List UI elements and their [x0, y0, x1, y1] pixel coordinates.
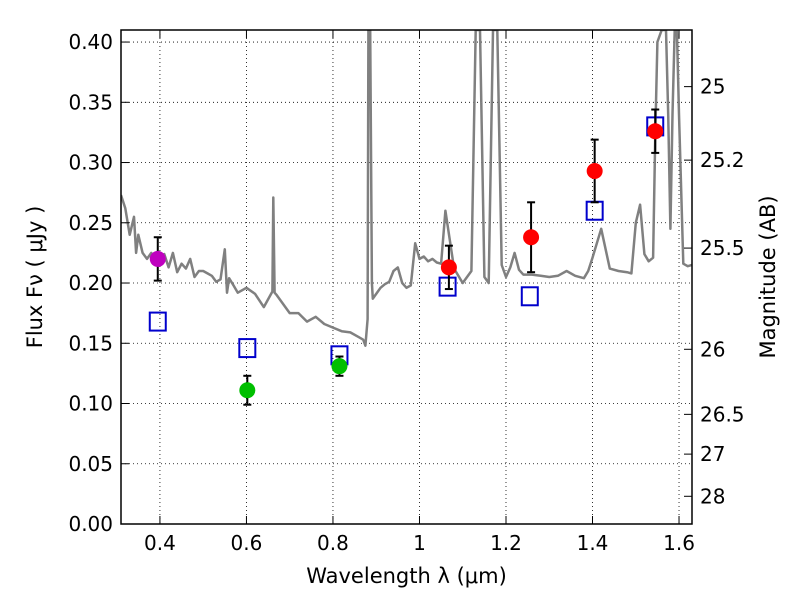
y-tick-label: 0.10	[68, 392, 113, 416]
model-spectrum-line	[121, 30, 692, 347]
observed-flux-point	[523, 229, 540, 246]
y-tick-label: 0.35	[68, 90, 113, 114]
x-tick-label: 1.2	[490, 531, 522, 555]
y-tick-label: 0.40	[68, 30, 113, 54]
right-y-axis-title: Magnitude (AB)	[756, 195, 780, 358]
y-tick-label: 0.05	[68, 452, 113, 476]
model-photometry-square	[148, 311, 167, 332]
observed-flux-point	[239, 382, 256, 399]
observed-flux-point	[647, 123, 664, 140]
y2-tick-label: 25.2	[700, 148, 745, 172]
x-tick-label: 0.6	[231, 531, 263, 555]
x-tick-label: 1	[413, 531, 426, 555]
observed-flux-point	[331, 358, 348, 375]
observed-flux-point	[586, 162, 603, 179]
y2-tick-label: 25.5	[700, 236, 745, 260]
x-axis-title: Wavelength λ (μm)	[306, 564, 507, 588]
y2-tick-label: 28	[700, 484, 725, 508]
x-tick-label: 1.6	[663, 531, 695, 555]
y-tick-label: 0.20	[68, 271, 113, 295]
y2-tick-label: 26.5	[700, 402, 745, 426]
x-tick-label: 1.4	[577, 531, 609, 555]
observed-flux-point	[149, 250, 166, 267]
model-photometry-square	[238, 338, 257, 359]
y-tick-label: 0.15	[68, 331, 113, 355]
y2-tick-label: 26	[700, 337, 725, 361]
y-axis-title: Flux Fν ( μJy )	[23, 206, 47, 349]
model-photometry-square	[520, 286, 539, 307]
y-tick-label: 0.25	[68, 211, 113, 235]
plot-area	[121, 30, 692, 406]
y-tick-label: 0.30	[68, 151, 113, 175]
model-photometry-square	[585, 200, 604, 221]
y-tick-label: 0.00	[68, 512, 113, 536]
model-photometry-square	[438, 276, 457, 297]
y2-tick-label: 25	[700, 75, 725, 99]
y2-tick-label: 27	[700, 442, 725, 466]
observed-flux-point	[440, 259, 457, 276]
x-tick-label: 0.8	[317, 531, 349, 555]
grid	[121, 30, 692, 525]
ticks: 0.4 0.6 0.8 1 1.2 1.4 1.6 0.00 0.05 0.10 0.15 0.20 0…	[68, 30, 745, 555]
x-tick-label: 0.4	[144, 531, 176, 555]
plot-frame	[120, 29, 693, 525]
